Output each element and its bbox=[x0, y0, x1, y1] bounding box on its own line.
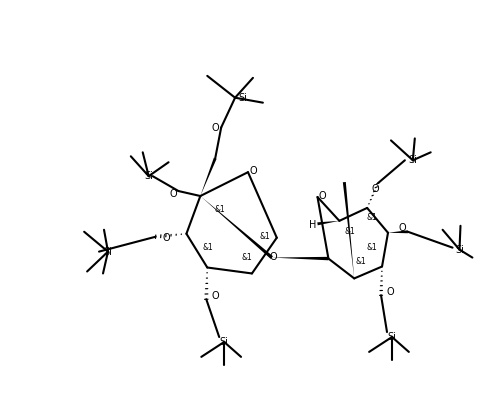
Text: Si: Si bbox=[144, 171, 153, 181]
Text: O: O bbox=[163, 233, 170, 243]
Text: &1: &1 bbox=[367, 243, 378, 252]
Text: &1: &1 bbox=[356, 257, 367, 266]
Polygon shape bbox=[388, 230, 408, 233]
Text: &1: &1 bbox=[242, 253, 252, 262]
Text: O: O bbox=[398, 223, 406, 233]
Text: Si: Si bbox=[220, 337, 229, 347]
Text: O: O bbox=[170, 189, 177, 199]
Polygon shape bbox=[200, 158, 216, 196]
Text: &1: &1 bbox=[215, 205, 226, 214]
Text: O: O bbox=[249, 166, 257, 176]
Text: O: O bbox=[386, 287, 393, 297]
Text: &1: &1 bbox=[345, 227, 355, 236]
Text: Si: Si bbox=[239, 93, 247, 103]
Text: H: H bbox=[309, 220, 316, 230]
Polygon shape bbox=[343, 182, 354, 278]
Text: O: O bbox=[270, 252, 278, 261]
Text: O: O bbox=[371, 184, 379, 194]
Text: Si: Si bbox=[104, 246, 112, 257]
Polygon shape bbox=[272, 257, 328, 260]
Text: O: O bbox=[318, 191, 326, 201]
Text: O: O bbox=[211, 291, 219, 301]
Text: &1: &1 bbox=[367, 213, 378, 222]
Text: Si: Si bbox=[408, 155, 417, 165]
Text: &1: &1 bbox=[203, 243, 213, 252]
Polygon shape bbox=[317, 221, 339, 225]
Text: Si: Si bbox=[387, 332, 396, 342]
Text: O: O bbox=[211, 124, 219, 134]
Text: Si: Si bbox=[455, 245, 464, 255]
Text: &1: &1 bbox=[259, 232, 270, 241]
Polygon shape bbox=[200, 196, 273, 259]
